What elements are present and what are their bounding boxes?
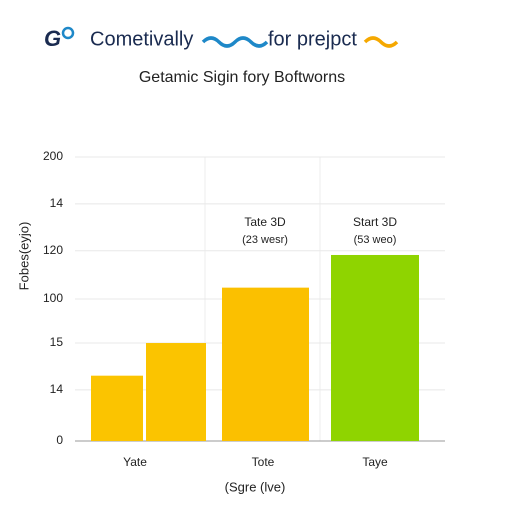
bar: [331, 254, 419, 441]
annotation: Tate 3D: [244, 215, 286, 229]
x-tick-label: Yate: [123, 455, 147, 469]
bar: [91, 375, 143, 441]
tagline: for prejpct: [268, 28, 357, 50]
wave: [201, 36, 269, 48]
y-tick-label: 14: [50, 382, 64, 396]
bar: [146, 343, 206, 441]
y-tick-label: 200: [43, 149, 63, 163]
y-tick-label: 100: [43, 291, 63, 305]
y-tick-label: 120: [43, 243, 63, 257]
wave: [363, 36, 399, 48]
y-tick-label: 14: [50, 196, 64, 210]
bar: [222, 287, 309, 441]
logo: G: [44, 26, 61, 51]
y-axis-label: Fobes(eyjo): [16, 222, 31, 291]
x-tick-label: Taye: [362, 455, 388, 469]
y-tick-label: 0: [56, 433, 63, 447]
y-tick-label: 15: [50, 335, 64, 349]
brand: Cometivally: [90, 28, 193, 50]
annotation-sub: (53 weo): [354, 234, 397, 246]
x-tick-label: Tote: [252, 455, 275, 469]
annotation: Start 3D: [353, 215, 397, 229]
chart-title: Getamic Sigin fory Boftworns: [139, 69, 345, 86]
annotation-sub: (23 wesr): [242, 234, 288, 246]
logo-icon: [61, 26, 75, 40]
x-axis-label: (Sgre (lve): [225, 479, 286, 494]
